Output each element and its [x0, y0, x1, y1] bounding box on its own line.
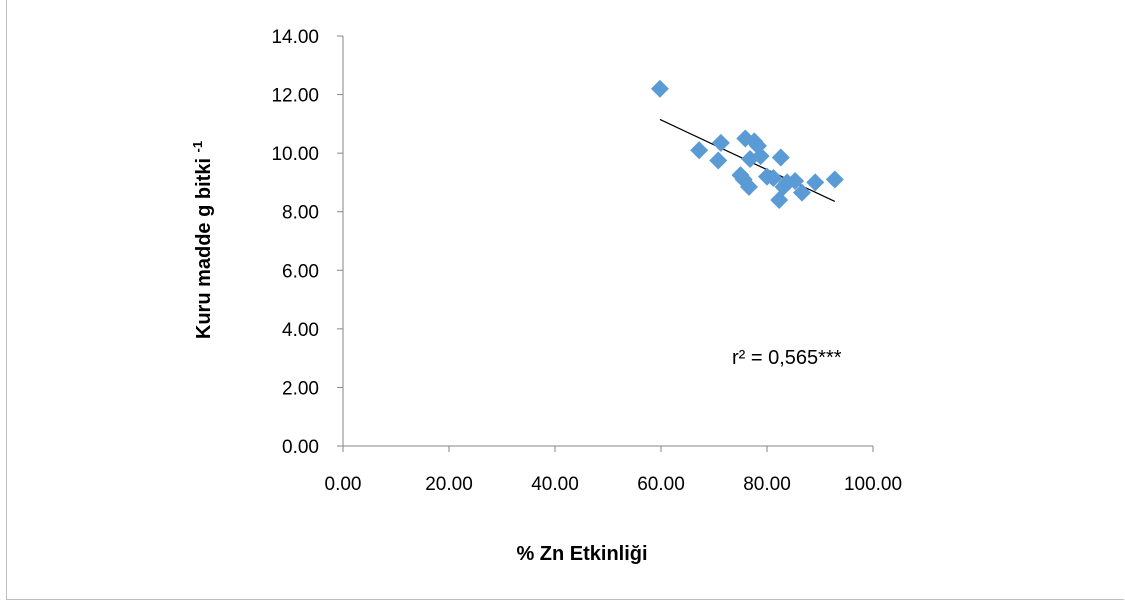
y-tick-label: 12.00 — [271, 86, 319, 107]
x-tick-label: 60.00 — [637, 474, 685, 495]
y-tick-label: 14.00 — [271, 27, 319, 48]
y-tick-label: 0.00 — [282, 437, 319, 458]
x-tick-label: 20.00 — [425, 474, 473, 495]
data-points — [650, 79, 844, 209]
data-point — [709, 151, 728, 170]
x-tick-label: 100.00 — [844, 474, 902, 495]
x-tick-label: 0.00 — [325, 474, 362, 495]
y-axis-title-main: Kuru madde g bitki — [193, 158, 215, 339]
data-point — [771, 148, 790, 167]
data-point — [786, 171, 805, 190]
y-tick-label: 4.00 — [282, 320, 319, 341]
data-point — [650, 79, 669, 98]
r-squared-annotation: r² = 0,565*** — [732, 347, 842, 369]
y-axis-title-superscript: -1 — [190, 141, 205, 153]
y-axis-title: Kuru madde g bitki -1 — [190, 141, 215, 339]
data-point — [739, 177, 758, 196]
data-point — [792, 183, 811, 202]
data-point — [806, 173, 825, 192]
y-tick-label: 10.00 — [271, 144, 319, 165]
y-tick-label: 2.00 — [282, 378, 319, 399]
y-tick-label: 6.00 — [282, 261, 319, 282]
data-point — [711, 133, 730, 152]
x-tick-label: 40.00 — [531, 474, 579, 495]
x-tick-label: 80.00 — [743, 474, 791, 495]
data-point — [764, 169, 783, 188]
axes — [337, 35, 874, 452]
x-axis-title: % Zn Etkinliği — [516, 543, 647, 565]
data-point — [690, 141, 709, 160]
y-tick-label: 8.00 — [282, 203, 319, 224]
data-point — [751, 147, 770, 166]
data-point — [825, 170, 844, 189]
tick-labels: 0.00 20.00 40.00 60.00 80.00 100.00 0.00 2.00 4.… — [271, 27, 902, 495]
chart-frame — [6, 0, 1124, 600]
